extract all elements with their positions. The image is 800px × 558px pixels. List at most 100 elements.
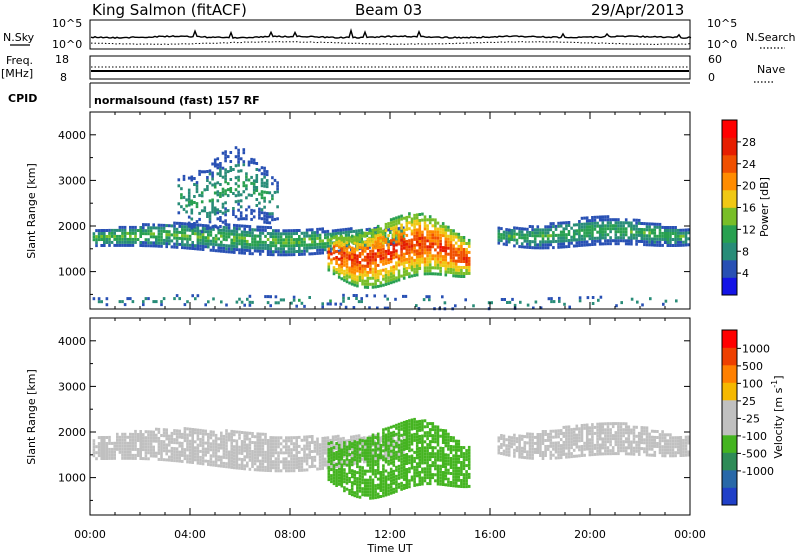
power-echo-cell bbox=[589, 225, 592, 228]
power-echo-cell bbox=[345, 231, 348, 234]
power-echo-cell bbox=[186, 241, 189, 244]
velocity-echo-cell bbox=[351, 484, 354, 487]
power-echo-cell bbox=[364, 271, 367, 274]
velocity-echo-cell bbox=[633, 447, 636, 450]
power-echo-cell bbox=[341, 259, 344, 262]
velocity-echo-cell bbox=[390, 486, 393, 489]
velocity-echo-cell bbox=[408, 440, 411, 443]
power-echo-cell bbox=[108, 244, 111, 247]
power-echo-cell bbox=[288, 244, 291, 247]
power-echo-cell bbox=[385, 280, 388, 283]
velocity-echo-cell bbox=[139, 442, 142, 445]
velocity-echo-cell bbox=[447, 484, 450, 487]
nsearch-label: N.Search bbox=[746, 31, 796, 44]
power-echo-cell bbox=[191, 224, 194, 227]
velocity-echo-cell bbox=[346, 482, 349, 485]
velocity-echo-cell bbox=[303, 469, 306, 472]
velocity-echo-cell bbox=[100, 457, 103, 460]
power-echo-cell bbox=[211, 184, 214, 187]
velocity-echo-cell bbox=[241, 449, 244, 452]
power-echo-cell bbox=[656, 241, 659, 244]
power-echo-cell bbox=[340, 232, 343, 235]
power-echo-cell bbox=[121, 226, 124, 229]
velocity-echo-cell bbox=[369, 464, 372, 467]
power-echo-cell bbox=[173, 228, 176, 231]
velocity-echo-cell bbox=[578, 430, 581, 433]
velocity-echo-cell bbox=[330, 462, 333, 465]
velocity-echo-cell bbox=[411, 479, 414, 482]
velocity-echo-cell bbox=[596, 423, 599, 426]
power-echo-cell bbox=[682, 241, 685, 244]
power-echo-cell bbox=[152, 235, 155, 238]
power-echo-cell bbox=[576, 232, 579, 235]
velocity-echo-cell bbox=[633, 438, 636, 441]
velocity-echo-cell bbox=[400, 443, 403, 446]
power-echo-cell bbox=[258, 208, 261, 211]
velocity-echo-cell bbox=[557, 444, 560, 447]
power-echo-cell bbox=[372, 262, 375, 265]
power-echo-cell bbox=[183, 208, 186, 211]
velocity-echo-cell bbox=[259, 451, 262, 454]
power-echo-cell bbox=[214, 165, 217, 168]
velocity-echo-cell bbox=[359, 469, 362, 472]
velocity-echo-cell bbox=[455, 482, 458, 485]
power-echo-cell bbox=[346, 241, 349, 244]
power-echo-cell bbox=[366, 294, 369, 297]
velocity-echo-cell bbox=[116, 448, 119, 451]
power-echo-cell bbox=[646, 234, 649, 237]
velocity-echo-cell bbox=[191, 428, 194, 431]
power-echo-cell bbox=[390, 257, 393, 260]
velocity-echo-cell bbox=[416, 471, 419, 474]
velocity-echo-cell bbox=[364, 470, 367, 473]
velocity-echo-cell bbox=[346, 464, 349, 467]
velocity-echo-cell bbox=[596, 435, 599, 438]
power-echo-cell bbox=[224, 174, 227, 177]
power-echo-cell bbox=[437, 237, 440, 240]
velocity-echo-cell bbox=[354, 482, 357, 485]
velocity-echo-cell bbox=[139, 457, 142, 460]
velocity-echo-cell bbox=[458, 485, 461, 488]
velocity-echo-cell bbox=[625, 449, 628, 452]
velocity-echo-cell bbox=[142, 433, 145, 436]
velocity-echo-cell bbox=[447, 469, 450, 472]
velocity-echo-cell bbox=[458, 479, 461, 482]
power-echo-cell bbox=[271, 182, 274, 185]
velocity-echo-cell bbox=[628, 446, 631, 449]
velocity-echo-cell bbox=[635, 441, 638, 444]
velocity-echo-cell bbox=[306, 462, 309, 465]
power-echo-cell bbox=[547, 234, 550, 237]
velocity-echo-cell bbox=[620, 449, 623, 452]
power-echo-cell bbox=[617, 230, 620, 233]
power-echo-cell bbox=[380, 281, 383, 284]
velocity-echo-cell bbox=[403, 433, 406, 436]
velocity-echo-cell bbox=[550, 445, 553, 448]
velocity-echo-cell bbox=[330, 441, 333, 444]
velocity-echo-cell bbox=[259, 463, 262, 466]
power-echo-cell bbox=[132, 226, 135, 229]
power-echo-cell bbox=[648, 228, 651, 231]
power-echo-cell bbox=[403, 247, 406, 250]
velocity-echo-cell bbox=[426, 467, 429, 470]
velocity-echo-cell bbox=[447, 463, 450, 466]
velocity-echo-cell bbox=[338, 471, 341, 474]
velocity-echo-cell bbox=[602, 440, 605, 443]
power-echo-cell bbox=[505, 237, 508, 240]
velocity-echo-cell bbox=[111, 454, 114, 457]
velocity-echo-cell bbox=[452, 454, 455, 457]
power-echo-cell bbox=[311, 240, 314, 243]
power-echo-cell bbox=[408, 263, 411, 266]
power-echo-cell bbox=[261, 208, 264, 211]
power-echo-cell bbox=[380, 245, 383, 248]
velocity-echo-cell bbox=[403, 448, 406, 451]
power-echo-cell bbox=[664, 241, 667, 244]
power-echo-cell bbox=[643, 237, 646, 240]
power-echo-cell bbox=[249, 225, 252, 228]
velocity-echo-cell bbox=[98, 442, 101, 445]
velocity-echo-cell bbox=[269, 448, 272, 451]
power-echo-cell bbox=[301, 302, 304, 305]
velocity-echo-cell bbox=[343, 444, 346, 447]
velocity-echo-cell bbox=[413, 439, 416, 442]
velocity-echo-cell bbox=[150, 430, 153, 433]
velocity-echo-cell bbox=[275, 436, 278, 439]
velocity-echo-cell bbox=[191, 452, 194, 455]
